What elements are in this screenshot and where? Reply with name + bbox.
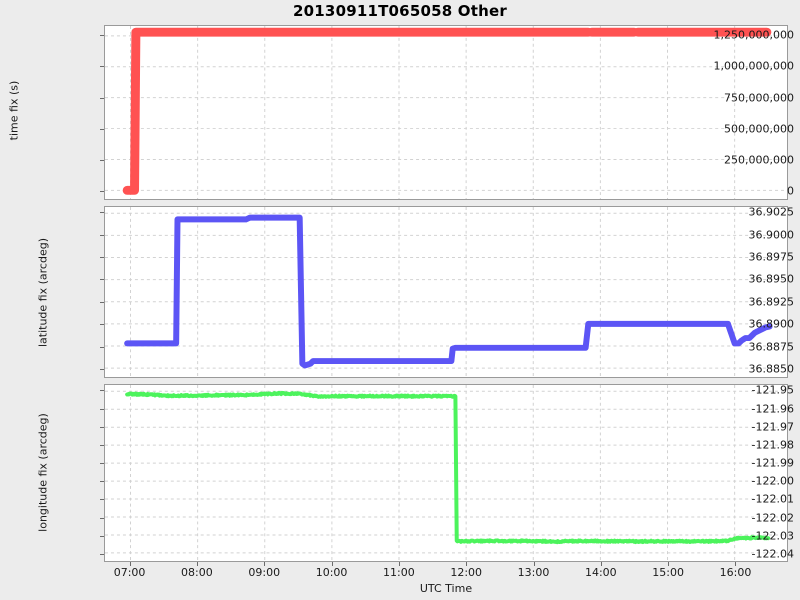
y-tick-mark — [100, 66, 104, 68]
y-tick-label: 36.8875 — [748, 340, 795, 354]
x-tick-mark — [196, 562, 198, 566]
y-tick-mark — [100, 279, 104, 281]
y-tick-label: -121.99 — [751, 456, 794, 470]
y-tick-label: 1,000,000,000 — [713, 59, 794, 73]
y-tick-label: -121.96 — [751, 402, 794, 416]
subplot-longitude-fix — [104, 384, 788, 562]
x-tick-label: 10:00 — [315, 566, 348, 579]
y-tick-mark — [100, 234, 104, 236]
y-tick-label: 250,000,000 — [724, 153, 794, 167]
x-tick-label: 07:00 — [113, 566, 146, 579]
latitude-fix-plot-area — [105, 207, 787, 377]
x-tick-label: 13:00 — [517, 566, 550, 579]
y-tick-label: 36.8850 — [748, 362, 795, 376]
y-tick-mark — [100, 257, 104, 259]
y-tick-label: 750,000,000 — [724, 91, 794, 104]
x-tick-mark — [264, 562, 266, 566]
y-tick-label: 36.9000 — [748, 228, 795, 242]
y-tick-mark — [100, 517, 104, 519]
y-tick-label: -121.95 — [751, 383, 794, 397]
x-tick-mark — [668, 562, 670, 566]
subplot-time-fix — [104, 25, 788, 200]
y-tick-mark — [100, 346, 104, 348]
subplot-latitude-fix — [104, 206, 788, 378]
x-tick-label: 11:00 — [383, 566, 415, 579]
y-axis-label-latitude-fix: latitude fix (arcdeg) — [36, 237, 50, 348]
x-tick-mark — [533, 562, 535, 566]
x-tick-mark — [466, 562, 468, 566]
y-tick-mark — [100, 191, 104, 193]
page-title: 20130911T065058 Other — [293, 2, 507, 20]
y-tick-mark — [100, 535, 104, 537]
y-tick-mark — [100, 301, 104, 303]
x-tick-mark — [600, 562, 602, 566]
y-tick-mark — [100, 324, 104, 326]
y-tick-label: -121.97 — [751, 420, 794, 434]
y-tick-label: 1,250,000,000 — [713, 28, 794, 42]
y-tick-mark — [100, 426, 104, 428]
x-tick-label: 08:00 — [181, 566, 213, 579]
y-tick-label: -122.01 — [751, 492, 794, 506]
y-tick-mark — [100, 35, 104, 36]
y-tick-mark — [100, 481, 104, 483]
y-tick-mark — [100, 369, 104, 371]
y-axis-label-longitude-fix: longitude fix (arcdeg) — [36, 413, 50, 532]
y-tick-label: -122.03 — [751, 529, 794, 543]
y-tick-mark — [100, 390, 104, 392]
x-tick-label: 12:00 — [450, 566, 483, 579]
x-tick-mark — [398, 562, 400, 566]
y-tick-mark — [100, 160, 104, 161]
y-tick-label: -122.04 — [751, 547, 794, 561]
y-tick-label: 36.8925 — [748, 295, 795, 309]
y-tick-mark — [100, 128, 104, 130]
y-tick-mark — [100, 553, 104, 555]
x-tick-label: 15:00 — [652, 566, 685, 579]
y-tick-label: 36.8975 — [748, 250, 795, 264]
y-tick-label: 0 — [787, 184, 794, 198]
x-tick-label: 09:00 — [248, 566, 281, 579]
time-fix-plot-area — [105, 26, 787, 199]
x-tick-label: 14:00 — [584, 566, 617, 579]
x-tick-mark — [735, 562, 737, 566]
longitude-fix-plot-area — [105, 385, 787, 561]
y-axis-label-time-fix: time fix (s) — [7, 80, 21, 141]
y-tick-mark — [100, 444, 104, 446]
y-tick-mark — [100, 408, 104, 410]
x-tick-label: 16:00 — [719, 566, 752, 579]
y-tick-mark — [100, 212, 104, 214]
y-tick-label: 36.8950 — [748, 272, 795, 286]
x-axis-label: UTC Time — [419, 582, 473, 595]
y-tick-label: -122.00 — [751, 474, 794, 488]
y-tick-label: -122.02 — [751, 511, 794, 524]
y-tick-mark — [100, 463, 104, 464]
x-tick-mark — [129, 562, 131, 566]
y-tick-label: 36.9025 — [748, 205, 795, 219]
y-tick-label: 500,000,000 — [724, 122, 794, 136]
y-tick-label: 36.8900 — [748, 317, 795, 331]
y-tick-label: -121.98 — [751, 438, 794, 452]
y-tick-mark — [100, 499, 104, 501]
x-tick-mark — [331, 562, 333, 566]
y-tick-mark — [100, 97, 104, 99]
